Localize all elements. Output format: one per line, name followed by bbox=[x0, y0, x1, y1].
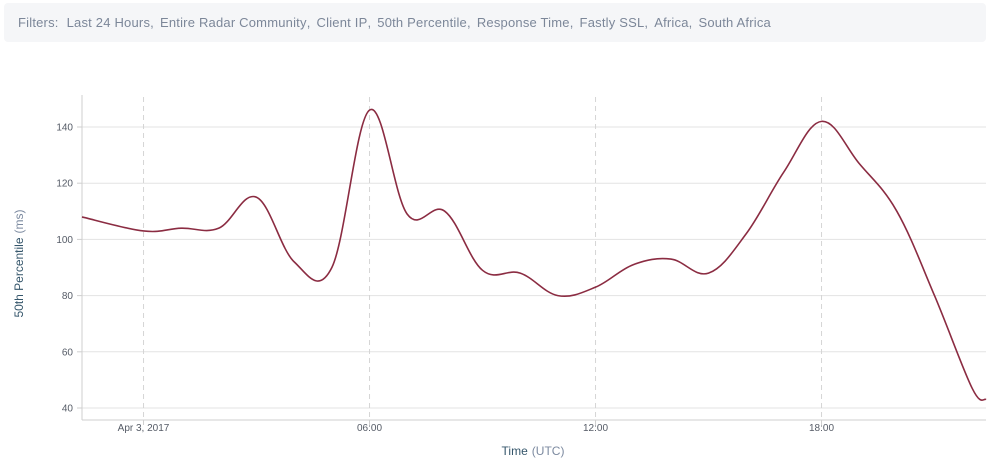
filter-separator: , bbox=[150, 15, 154, 30]
y-tick-label: 100 bbox=[56, 235, 73, 246]
filter-separator: , bbox=[306, 15, 311, 30]
series-line bbox=[81, 109, 987, 402]
filter-item[interactable]: Fastly SSL bbox=[579, 15, 645, 30]
x-axis-title-text: Time bbox=[502, 444, 529, 458]
y-tick-label: 40 bbox=[62, 404, 74, 415]
y-axis-title: 50th Percentile (ms) bbox=[12, 209, 26, 317]
filter-separator: , bbox=[688, 15, 693, 30]
filter-separator: , bbox=[467, 15, 471, 30]
x-tick-label: 06:00 bbox=[357, 423, 382, 434]
y-tick-label: 140 bbox=[56, 123, 73, 134]
filter-bar: Filters: Last 24 Hours, Entire Radar Comm… bbox=[4, 3, 986, 42]
filter-separator: , bbox=[367, 15, 372, 30]
filter-list: Last 24 Hours, Entire Radar Community, Cli… bbox=[67, 15, 771, 30]
x-tick-label: Apr 3, 2017 bbox=[118, 423, 170, 434]
x-axis-title: Time (UTC) bbox=[502, 444, 565, 458]
filter-item[interactable]: Response Time bbox=[476, 15, 570, 30]
filter-item[interactable]: Client IP bbox=[316, 15, 368, 30]
filter-label: Filters: bbox=[18, 15, 59, 30]
filter-item[interactable]: Africa bbox=[654, 15, 689, 30]
x-axis-title-unit: (UTC) bbox=[532, 444, 565, 458]
x-tick-label: 18:00 bbox=[809, 423, 834, 434]
y-tick-label: 120 bbox=[56, 179, 73, 190]
filter-item[interactable]: Entire Radar Community bbox=[159, 15, 307, 30]
filter-separator: , bbox=[644, 15, 649, 30]
y-tick-label: 60 bbox=[62, 347, 74, 358]
x-tick-label: 12:00 bbox=[583, 423, 608, 434]
y-axis-title-text: 50th Percentile bbox=[12, 237, 26, 317]
y-axis-title-unit: (ms) bbox=[12, 209, 26, 233]
filter-item[interactable]: Last 24 Hours bbox=[66, 15, 151, 30]
filter-separator: , bbox=[569, 15, 574, 30]
filter-item[interactable]: 50th Percentile bbox=[377, 15, 467, 30]
filter-item[interactable]: South Africa bbox=[698, 15, 771, 30]
y-tick-label: 80 bbox=[62, 291, 74, 302]
